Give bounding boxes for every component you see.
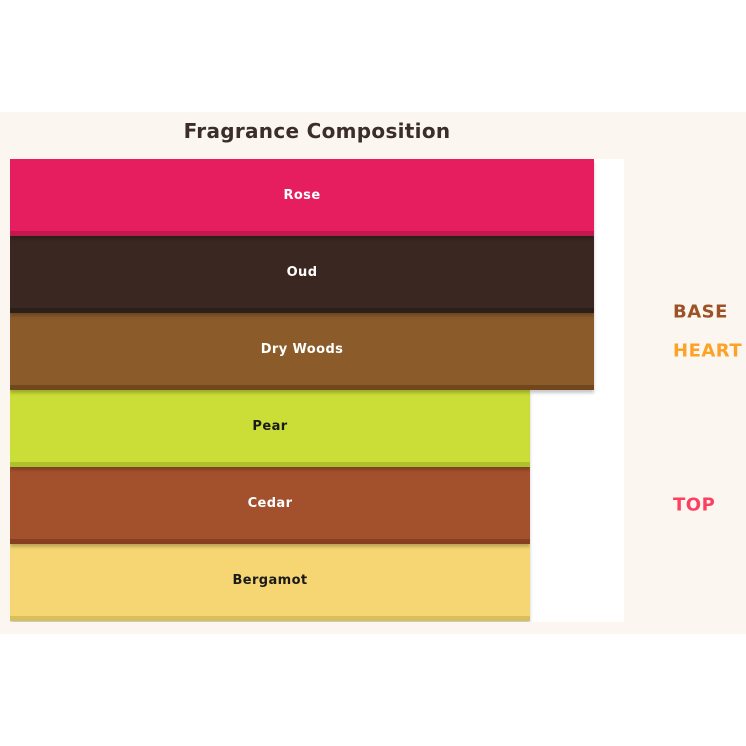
chart-title: Fragrance Composition xyxy=(183,119,451,143)
bar-dry-woods: Dry Woods xyxy=(10,313,594,390)
bar-oud: Oud xyxy=(10,236,594,313)
side-label-top: TOP xyxy=(673,494,716,516)
bar-cedar: Cedar xyxy=(10,467,530,544)
side-label-heart: HEART xyxy=(673,340,743,362)
bar-label: Pear xyxy=(252,418,288,434)
side-label-base: BASE xyxy=(673,301,728,323)
bar-pear: Pear xyxy=(10,390,530,467)
bar-label: Cedar xyxy=(247,495,293,511)
bar-rose: Rose xyxy=(10,159,594,236)
bar-bergamot: Bergamot xyxy=(10,544,530,621)
bar-label: Dry Woods xyxy=(260,341,344,357)
bar-label: Oud xyxy=(286,264,318,280)
plot-area: Rose Oud Dry Woods Pear Cedar Bergamot xyxy=(10,159,624,622)
bar-label: Rose xyxy=(283,187,321,203)
bar-label: Bergamot xyxy=(232,572,308,588)
